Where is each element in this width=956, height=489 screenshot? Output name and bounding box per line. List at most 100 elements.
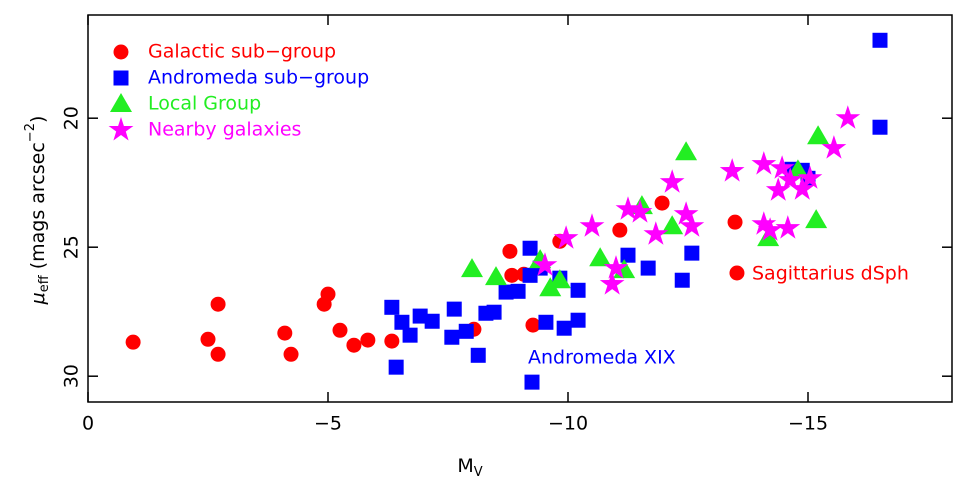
y-label-close: )	[27, 116, 49, 123]
legend-marker	[110, 93, 132, 112]
point	[485, 266, 507, 286]
point	[424, 313, 440, 329]
point	[461, 258, 483, 278]
point	[402, 327, 418, 343]
point	[570, 282, 586, 298]
point	[675, 141, 698, 161]
legend-label: Galactic sub−group	[148, 41, 336, 63]
point	[553, 225, 579, 249]
point	[751, 211, 777, 235]
point	[661, 215, 684, 235]
legend-label: Andromeda sub−group	[148, 67, 369, 89]
point	[384, 333, 400, 349]
x-tick-label: −15	[788, 413, 828, 435]
point	[612, 222, 628, 238]
point	[727, 214, 743, 230]
point	[522, 240, 538, 256]
legend-marker	[113, 44, 129, 60]
point	[679, 213, 705, 237]
point	[394, 314, 410, 330]
legend-label: Nearby galaxies	[148, 119, 301, 141]
point	[643, 221, 669, 245]
point	[807, 125, 830, 145]
point	[640, 260, 656, 276]
point	[346, 337, 362, 353]
annotation: Andromeda XIX	[528, 347, 676, 369]
point	[751, 151, 777, 175]
point	[388, 359, 404, 375]
point	[360, 332, 376, 348]
point	[775, 215, 801, 239]
point	[757, 217, 783, 241]
point	[532, 252, 558, 276]
point	[757, 227, 780, 247]
point	[872, 32, 888, 48]
point	[524, 374, 540, 390]
y-label-unit: (mags arcsec	[27, 142, 49, 275]
point	[525, 317, 541, 333]
x-label-main: M	[457, 455, 473, 477]
point	[510, 283, 526, 299]
point	[504, 267, 520, 283]
point	[674, 272, 690, 288]
point	[210, 346, 226, 362]
legend-label: Local Group	[148, 93, 261, 115]
point	[589, 247, 612, 267]
point	[283, 346, 299, 362]
point	[659, 169, 685, 193]
point	[538, 314, 554, 330]
point	[805, 209, 828, 229]
x-tick-label: 0	[82, 413, 94, 435]
x-tick-label: −10	[548, 413, 588, 435]
x-label-sub: V	[474, 465, 483, 480]
point	[821, 135, 847, 159]
point	[579, 213, 605, 237]
y-label-sub: eff	[37, 274, 52, 292]
point	[412, 308, 428, 324]
point	[620, 247, 636, 263]
y-tick-label: 30	[61, 364, 83, 388]
point	[684, 245, 700, 261]
y-tick-label: 25	[61, 235, 83, 259]
point	[458, 323, 474, 339]
point	[125, 334, 141, 350]
point	[615, 196, 641, 220]
point	[200, 331, 216, 347]
point	[765, 177, 791, 201]
point	[777, 167, 803, 191]
annotation: Sagittarius dSph	[752, 263, 909, 285]
point	[332, 322, 348, 338]
point	[603, 255, 629, 279]
point	[719, 158, 745, 182]
point	[277, 325, 293, 341]
point	[599, 271, 625, 295]
point	[673, 201, 699, 225]
point	[384, 299, 400, 315]
point	[502, 243, 518, 259]
x-axis-label: MV	[457, 455, 482, 480]
point	[498, 284, 514, 300]
x-tick-label: −5	[314, 413, 342, 435]
point	[872, 119, 888, 135]
point	[470, 347, 486, 363]
point	[654, 195, 670, 211]
point	[444, 329, 460, 345]
point	[446, 301, 462, 317]
point	[210, 296, 226, 312]
point	[627, 199, 653, 223]
legend-marker	[113, 70, 129, 86]
point	[570, 312, 586, 328]
point	[486, 304, 502, 320]
point	[548, 269, 571, 289]
y-axis-label: μeff (mags arcsec−2)	[23, 116, 52, 306]
point	[769, 155, 795, 179]
legend-marker	[108, 117, 134, 141]
point	[786, 159, 809, 179]
point	[797, 165, 823, 189]
y-tick-label: 20	[61, 106, 83, 130]
point	[729, 265, 745, 281]
y-label-symbol: μ	[27, 292, 49, 305]
y-label-sup: −2	[23, 123, 38, 142]
